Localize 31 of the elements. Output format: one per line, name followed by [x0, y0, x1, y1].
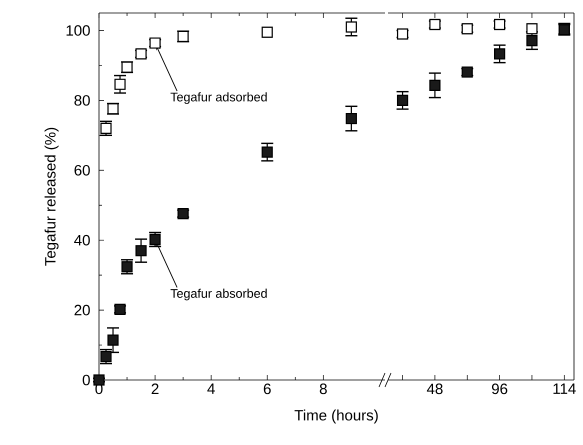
- annotation: Tegafur adsorbed: [170, 92, 267, 104]
- annotation: Tegafur absorbed: [170, 288, 267, 300]
- point: [396, 94, 408, 106]
- point: [135, 245, 147, 256]
- x-tick-label: 96: [492, 384, 508, 394]
- y-tick-label: 60: [74, 164, 90, 176]
- point: [262, 26, 273, 38]
- point: [107, 334, 119, 346]
- point: [100, 122, 112, 134]
- y-tick-label: 0: [82, 374, 90, 386]
- x-tick-label: 114: [553, 384, 576, 394]
- point: [346, 21, 357, 33]
- y-tick-label: 40: [74, 234, 90, 246]
- x-tick-label: 6: [264, 384, 271, 394]
- y-axis-title: Tegafur released (%): [44, 128, 59, 266]
- x-tick-label: 2: [152, 384, 158, 394]
- y-tick-label: 20: [74, 304, 90, 316]
- x-axis-title: Time (hours): [294, 410, 378, 424]
- y-tick-label: 80: [74, 95, 90, 106]
- x-tick-label: 4: [207, 384, 215, 394]
- x-tick-label: 8: [320, 384, 327, 394]
- point: [429, 80, 441, 91]
- point: [526, 23, 538, 34]
- point: [114, 78, 126, 90]
- point: [346, 112, 357, 124]
- point: [526, 35, 538, 46]
- point: [262, 146, 273, 158]
- point: [494, 48, 506, 60]
- x-tick-label: 48: [426, 384, 443, 394]
- y-tick-label: 100: [66, 25, 90, 36]
- point: [93, 374, 105, 386]
